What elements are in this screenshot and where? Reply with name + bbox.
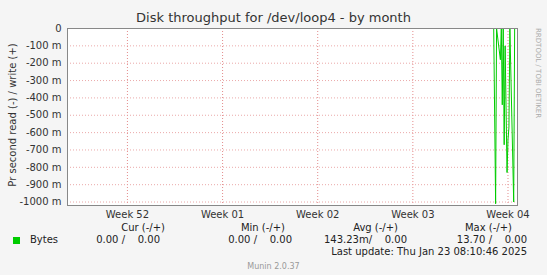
svg-text:-500 m: -500 m	[26, 109, 62, 120]
html-text:Disk throughput for /dev/loop4: Disk throughput for /dev/loop4 - by mont…	[136, 10, 411, 25]
svg-text:-600 m: -600 m	[26, 127, 62, 138]
html-text:Min (-/+): Min (-/+)	[240, 222, 285, 233]
svg-text:-400 m: -400 m	[26, 92, 62, 103]
svg-text:Week 01: Week 01	[201, 209, 244, 220]
svg-text:Week 04: Week 04	[486, 209, 529, 220]
html-text:0.00 / 0.00: 0.00 / 0.00	[228, 234, 292, 245]
svg-text:-1000 m: -1000 m	[20, 196, 62, 207]
svg-text:0: 0	[55, 23, 61, 34]
html-text:13.70 / 0.00: 13.70 / 0.00	[456, 234, 527, 245]
html-text:Avg (-/+): Avg (-/+)	[353, 222, 398, 233]
html-text:RRDTOOL / TOBI OETIKER: RRDTOOL / TOBI OETIKER	[534, 28, 542, 119]
svg-text:-200 m: -200 m	[26, 57, 62, 68]
html-text:Cur (-/+): Cur (-/+)	[121, 222, 165, 233]
svg-text:-800 m: -800 m	[26, 162, 62, 173]
html-text:Bytes: Bytes	[30, 234, 59, 245]
html-text:143.23m/ 0.00: 143.23m/ 0.00	[323, 234, 407, 245]
svg-text:-900 m: -900 m	[26, 179, 62, 190]
svg-text:Week 02: Week 02	[296, 209, 339, 220]
svg-text:Week 03: Week 03	[391, 209, 434, 220]
html-text:Pr second read (-) / write (+): Pr second read (-) / write (+)	[7, 43, 18, 187]
html-text:0.00 / 0.00: 0.00 / 0.00	[96, 234, 160, 245]
html-text:Max (-/+): Max (-/+)	[465, 222, 512, 233]
html-text:Munin 2.0.37: Munin 2.0.37	[247, 262, 300, 271]
svg-text:-700 m: -700 m	[26, 144, 62, 155]
svg-text:-300 m: -300 m	[26, 75, 62, 86]
svg-text:-100 m: -100 m	[26, 40, 62, 51]
svg-text:Week 52: Week 52	[106, 209, 149, 220]
html-text:Last update: Thu Jan 23 08:10:: Last update: Thu Jan 23 08:10:46 2025	[331, 246, 527, 257]
